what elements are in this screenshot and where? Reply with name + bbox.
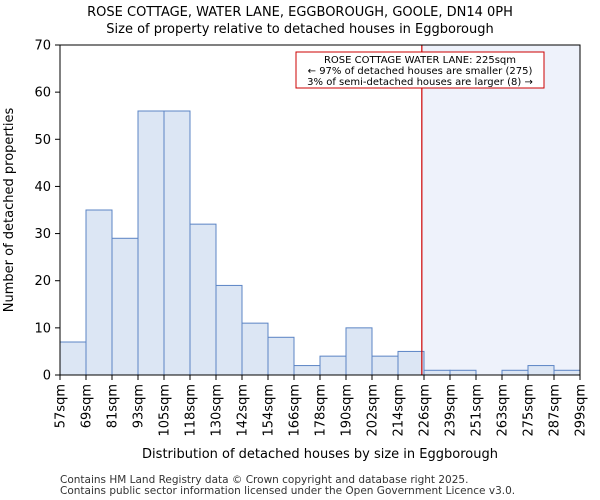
- x-tick-label-299sqm: 299sqm: [574, 384, 589, 437]
- annotation-line-1: ROSE COTTAGE WATER LANE: 225sqm: [324, 55, 516, 66]
- annotation-box-border: [295, 51, 545, 89]
- y-tick-label: 20: [34, 274, 51, 289]
- x-tick-label-251sqm: 251sqm: [470, 384, 485, 437]
- bar-190sqm: [345, 327, 373, 376]
- bar-226sqm: [423, 369, 451, 376]
- x-tick-label-142sqm: 142sqm: [236, 384, 251, 437]
- bar-130sqm: [215, 284, 243, 376]
- x-tick-label-275sqm: 275sqm: [522, 384, 537, 437]
- bar-263sqm: [501, 369, 529, 376]
- x-tick-label-166sqm: 166sqm: [288, 384, 303, 437]
- chart-subtitle: Size of property relative to detached ho…: [106, 22, 493, 37]
- footer-line-1: Contains HM Land Registry data © Crown c…: [60, 474, 468, 486]
- bar-275sqm: [527, 365, 555, 376]
- y-tick-label: 60: [34, 86, 51, 101]
- highlight-region: [421, 45, 580, 375]
- annotation-box: ROSE COTTAGE WATER LANE: 225sqm ← 97% of…: [295, 51, 545, 89]
- bar-69sqm: [85, 209, 113, 376]
- bar-202sqm: [371, 355, 399, 376]
- footer-line-2: Contains public sector information licen…: [60, 485, 515, 497]
- x-tick-label-130sqm: 130sqm: [210, 384, 225, 437]
- y-axis-label: Number of detached properties: [2, 108, 17, 313]
- bar-239sqm: [449, 369, 477, 376]
- x-axis-label: Distribution of detached houses by size …: [142, 447, 498, 462]
- y-tick-label: 70: [34, 39, 51, 54]
- chart-title: ROSE COTTAGE, WATER LANE, EGGBOROUGH, GO…: [87, 5, 513, 20]
- x-tick-label-69sqm: 69sqm: [80, 384, 95, 428]
- x-tick-label-239sqm: 239sqm: [444, 384, 459, 437]
- x-tick-label-93sqm: 93sqm: [132, 384, 147, 428]
- x-tick-label-105sqm: 105sqm: [158, 384, 173, 437]
- bar-166sqm: [293, 365, 321, 376]
- y-tick-label: 10: [34, 321, 51, 336]
- bar-57sqm: [59, 341, 87, 376]
- bar-287sqm: [553, 369, 581, 376]
- x-tick-label-57sqm: 57sqm: [54, 384, 69, 428]
- y-tick-label: 0: [43, 369, 51, 384]
- x-tick-label-214sqm: 214sqm: [392, 384, 407, 437]
- axes-frame: [59, 44, 581, 376]
- x-tick-label-263sqm: 263sqm: [496, 384, 511, 437]
- bar-105sqm: [163, 110, 191, 376]
- bar-118sqm: [189, 223, 217, 376]
- annotation-line-3: 3% of semi-detached houses are larger (8…: [307, 77, 533, 88]
- annotation-line-2: ← 97% of detached houses are smaller (27…: [308, 66, 533, 77]
- y-ticks-group: 0 10 20 30 40 50 60 70: [34, 39, 60, 384]
- bar-93sqm: [137, 110, 165, 376]
- bar-178sqm: [319, 355, 347, 376]
- x-tick-label-226sqm: 226sqm: [418, 384, 433, 437]
- bar-154sqm: [267, 336, 295, 376]
- x-tick-label-154sqm: 154sqm: [262, 384, 277, 437]
- x-tick-label-118sqm: 118sqm: [184, 384, 199, 437]
- x-tick-label-287sqm: 287sqm: [548, 384, 563, 437]
- x-tick-label-81sqm: 81sqm: [106, 384, 121, 428]
- x-tick-label-202sqm: 202sqm: [366, 384, 381, 437]
- y-tick-label: 30: [34, 227, 51, 242]
- x-ticks-group: 57sqm 69sqm 81sqm 93sqm 105sqm 118sqm 130sqm 14…: [54, 375, 589, 437]
- bar-142sqm: [241, 322, 269, 376]
- y-tick-label: 40: [34, 180, 51, 195]
- y-tick-label: 50: [34, 133, 51, 148]
- x-tick-label-178sqm: 178sqm: [314, 384, 329, 437]
- bar-81sqm: [111, 237, 139, 376]
- bar-214sqm: [397, 350, 425, 376]
- x-tick-label-190sqm: 190sqm: [340, 384, 355, 437]
- bars-group: [59, 110, 581, 376]
